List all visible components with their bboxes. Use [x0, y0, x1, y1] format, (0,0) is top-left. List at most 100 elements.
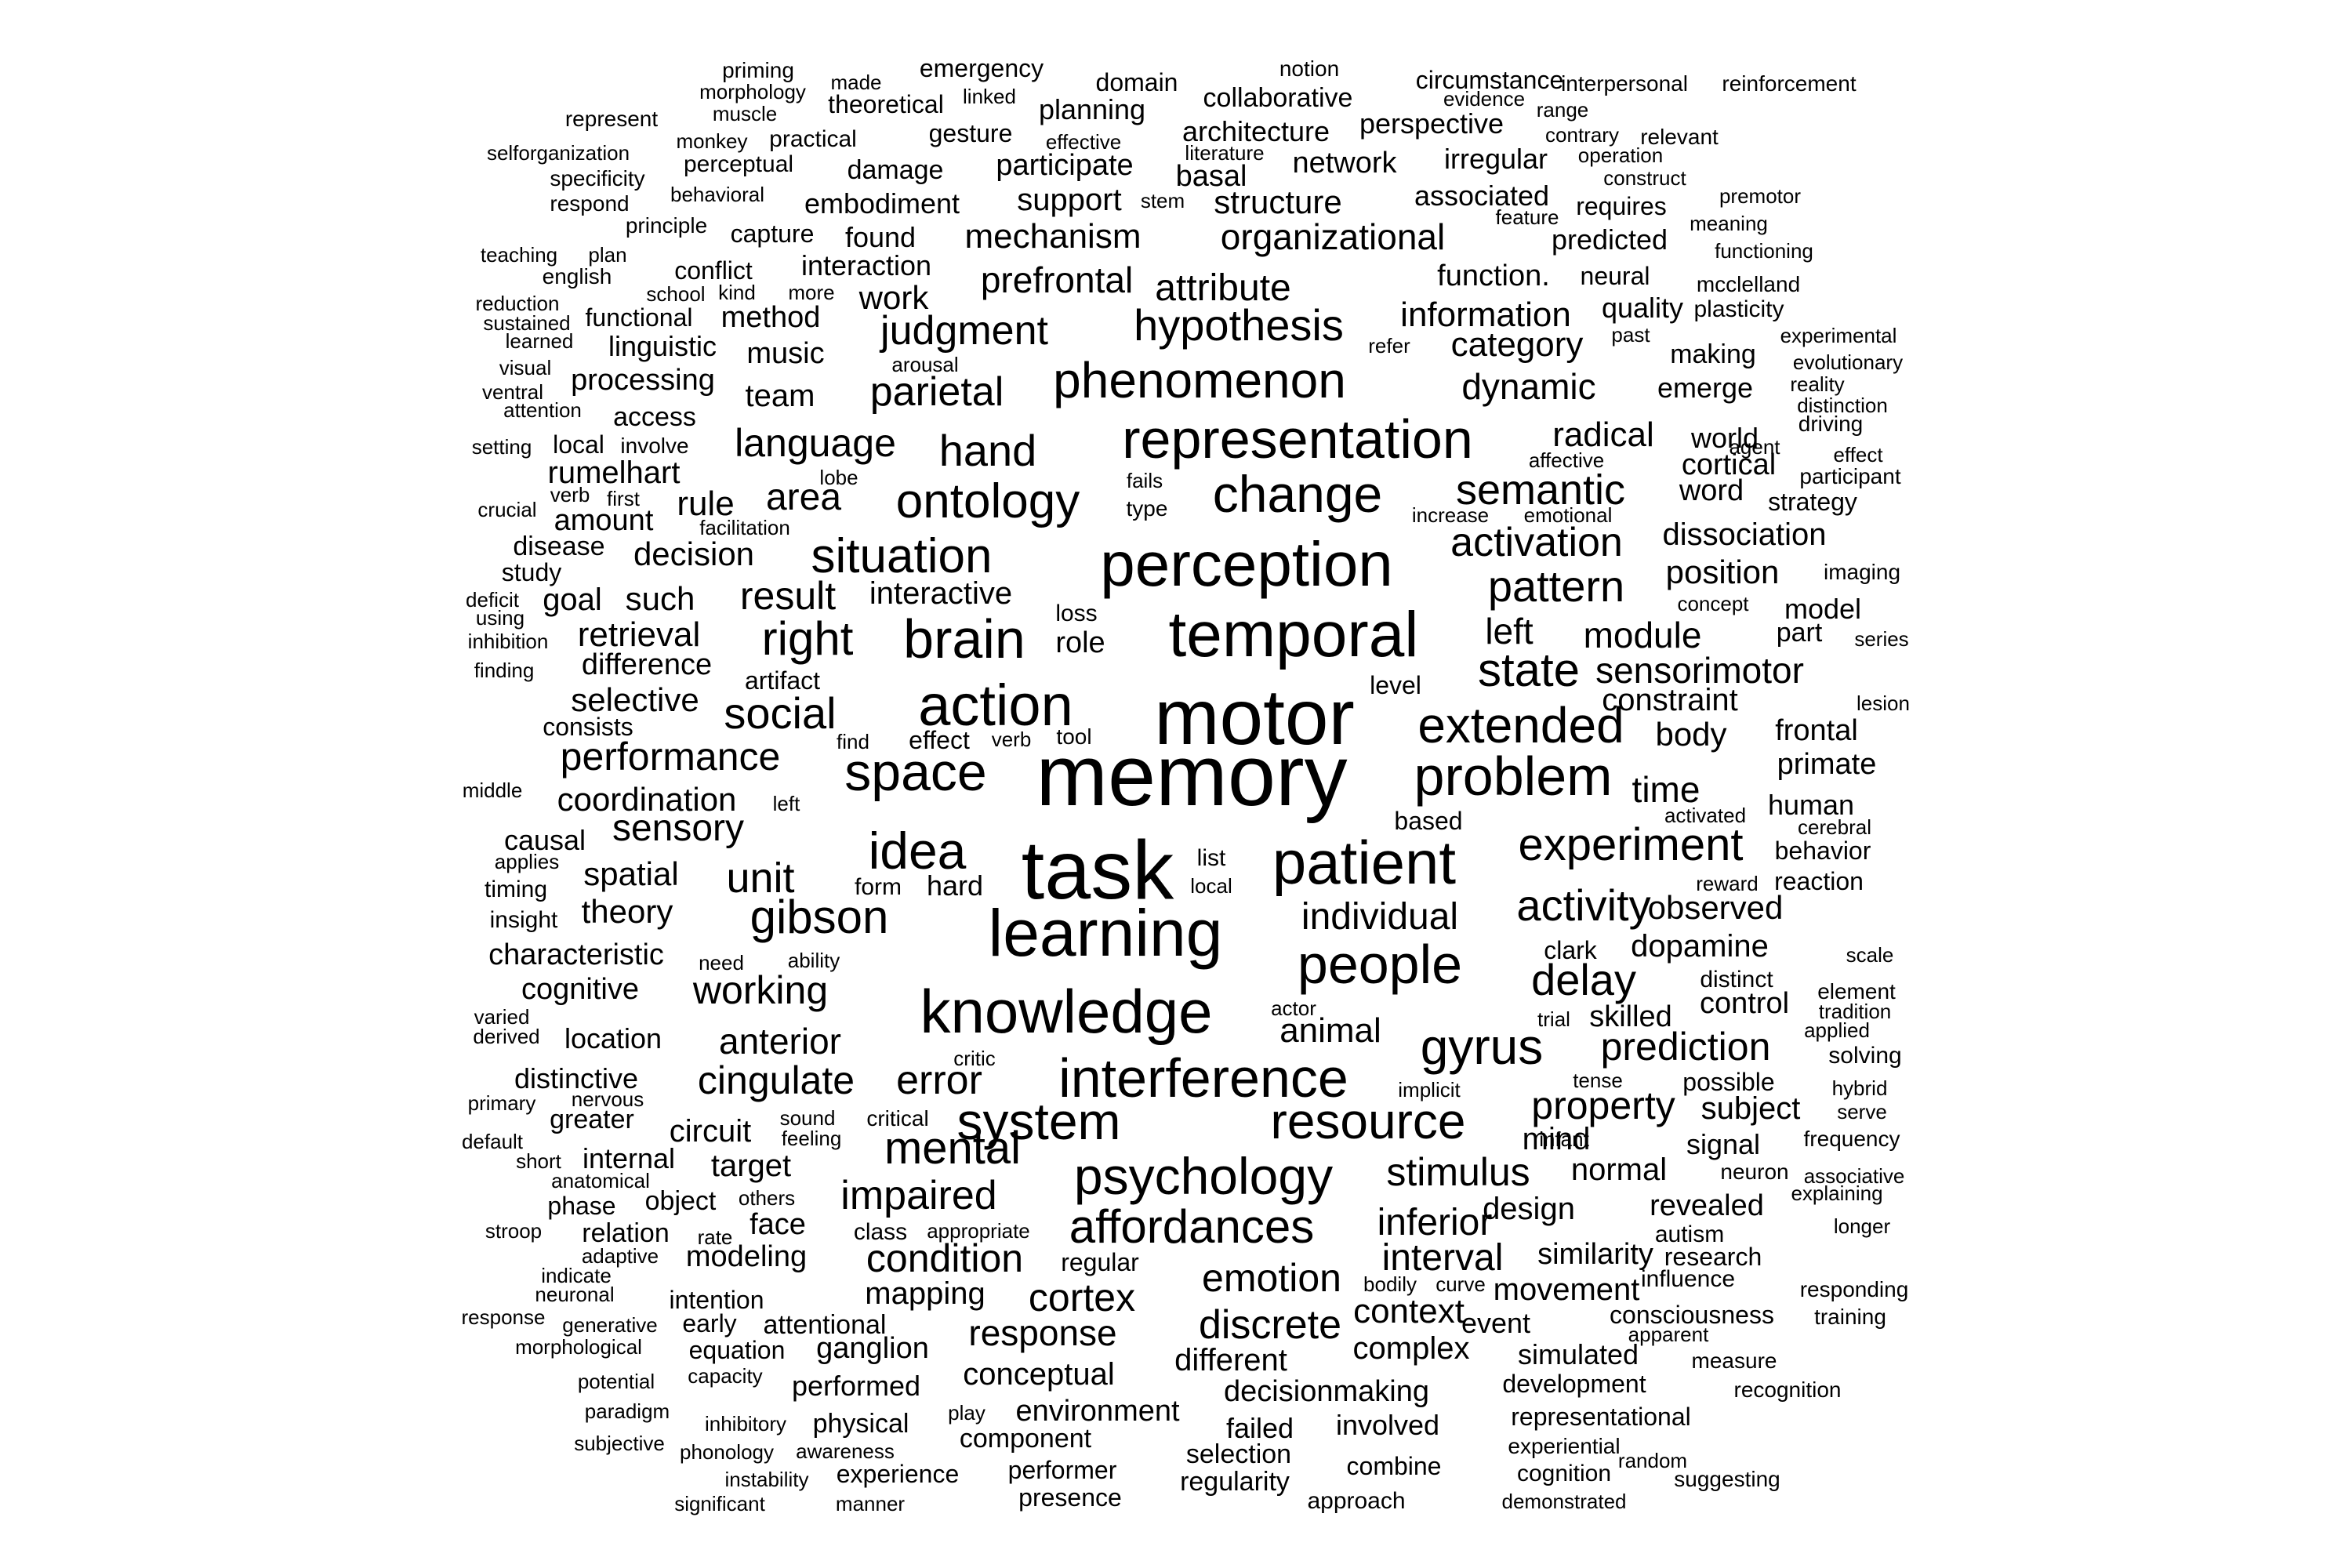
- word-decisionmaking: decisionmaking: [1224, 1375, 1429, 1408]
- word-theory: theory: [581, 893, 673, 930]
- word-different: different: [1174, 1343, 1287, 1377]
- word-phenomenon: phenomenon: [1053, 352, 1346, 408]
- word-equation: equation: [688, 1336, 786, 1364]
- word-extended: extended: [1417, 697, 1624, 753]
- word-functional: functional: [585, 303, 693, 332]
- word-notion: notion: [1279, 56, 1340, 81]
- word-design: design: [1483, 1192, 1575, 1226]
- word-series: series: [1854, 627, 1909, 651]
- word-random: random: [1617, 1449, 1688, 1472]
- word-agent: agent: [1729, 435, 1780, 459]
- word-frequency: frequency: [1803, 1127, 1900, 1151]
- word-radical: radical: [1552, 416, 1654, 454]
- word-lobe: lobe: [819, 466, 858, 489]
- word-involved: involved: [1335, 1409, 1440, 1441]
- word-normal: normal: [1570, 1152, 1668, 1187]
- word-others: others: [738, 1186, 796, 1210]
- word-behavioral: behavioral: [670, 183, 764, 206]
- word-skilled: skilled: [1589, 1000, 1672, 1033]
- word-greater: greater: [550, 1105, 634, 1134]
- word-linked: linked: [963, 85, 1016, 108]
- word-effect: effect: [909, 726, 970, 754]
- word-anterior: anterior: [719, 1021, 841, 1062]
- word-teaching: teaching: [480, 243, 558, 267]
- word-characteristic: characteristic: [488, 938, 664, 971]
- word-muscle: muscle: [712, 102, 778, 125]
- word-default: default: [461, 1130, 524, 1153]
- word-role: role: [1055, 626, 1105, 659]
- word-individual: individual: [1301, 896, 1459, 938]
- word-inhibitory: inhibitory: [704, 1412, 787, 1436]
- word-class: class: [853, 1219, 908, 1245]
- word-strategy: strategy: [1768, 488, 1857, 516]
- word-distinction: distinction: [1797, 394, 1888, 417]
- word-curve: curve: [1436, 1272, 1486, 1296]
- word-intention: intention: [669, 1286, 764, 1314]
- word-pattern: pattern: [1487, 561, 1625, 611]
- word-trial: trial: [1537, 1007, 1570, 1031]
- word-find: find: [837, 730, 869, 753]
- word-research: research: [1664, 1243, 1762, 1271]
- word-problem: problem: [1414, 746, 1613, 807]
- word-learned: learned: [505, 329, 574, 353]
- word-presence: presence: [1018, 1483, 1122, 1512]
- word-increase: increase: [1411, 503, 1490, 527]
- word-function: function.: [1437, 260, 1550, 292]
- word-dissociation: dissociation: [1662, 517, 1827, 552]
- word-support: support: [1017, 183, 1122, 217]
- word-system: system: [956, 1092, 1121, 1150]
- word-morphology: morphology: [699, 80, 806, 103]
- word-clark: clark: [1544, 936, 1597, 964]
- word-movement: movement: [1493, 1272, 1640, 1307]
- word-setting: setting: [471, 435, 532, 459]
- word-capacity: capacity: [688, 1364, 763, 1388]
- word-autism: autism: [1654, 1221, 1725, 1247]
- word-domain: domain: [1095, 68, 1178, 96]
- word-measure: measure: [1691, 1348, 1777, 1373]
- word-model: model: [1784, 593, 1862, 625]
- word-local: local: [1190, 874, 1232, 898]
- word-consists: consists: [543, 713, 633, 741]
- word-representational: representational: [1511, 1403, 1691, 1431]
- word-module: module: [1583, 615, 1702, 655]
- word-involve: involve: [620, 434, 689, 458]
- word-signal: signal: [1686, 1128, 1761, 1160]
- word-stroop: stroop: [485, 1219, 543, 1243]
- word-hard: hard: [926, 869, 984, 902]
- word-reduction: reduction: [475, 292, 560, 315]
- word-irregular: irregular: [1443, 143, 1548, 175]
- word-evolutionary: evolutionary: [1792, 350, 1904, 374]
- word-face: face: [750, 1208, 806, 1241]
- word-bodily: bodily: [1363, 1272, 1417, 1296]
- word-damage: damage: [847, 155, 944, 185]
- word-human: human: [1767, 789, 1855, 821]
- word-list: list: [1196, 845, 1226, 871]
- word-finding: finding: [474, 659, 535, 682]
- word-performer: performer: [1007, 1456, 1117, 1484]
- word-sensorimotor: sensorimotor: [1595, 650, 1804, 691]
- word-need: need: [699, 951, 744, 975]
- word-associated: associated: [1414, 180, 1550, 212]
- word-organizational: organizational: [1220, 216, 1446, 257]
- word-modeling: modeling: [685, 1240, 808, 1273]
- word-element: element: [1817, 979, 1896, 1004]
- word-result: result: [739, 574, 837, 618]
- word-control: control: [1699, 987, 1790, 1020]
- word-reaction: reaction: [1774, 867, 1864, 895]
- word-gibson: gibson: [750, 891, 889, 943]
- word-reality: reality: [1790, 372, 1845, 396]
- word-stimulus: stimulus: [1386, 1150, 1530, 1194]
- word-capture: capture: [730, 220, 815, 248]
- word-plasticity: plasticity: [1693, 296, 1784, 322]
- word-coordination: coordination: [557, 781, 737, 818]
- word-information: information: [1400, 296, 1571, 334]
- word-response: response: [968, 1312, 1117, 1353]
- word-emotional: emotional: [1523, 503, 1613, 527]
- word-observed: observed: [1647, 889, 1784, 926]
- word-architecture: architecture: [1181, 115, 1330, 147]
- word-neuron: neuron: [1720, 1160, 1789, 1184]
- word-dynamic: dynamic: [1461, 366, 1596, 407]
- word-prediction: prediction: [1600, 1025, 1771, 1069]
- word-causal: causal: [503, 824, 586, 856]
- word-kind: kind: [718, 281, 756, 304]
